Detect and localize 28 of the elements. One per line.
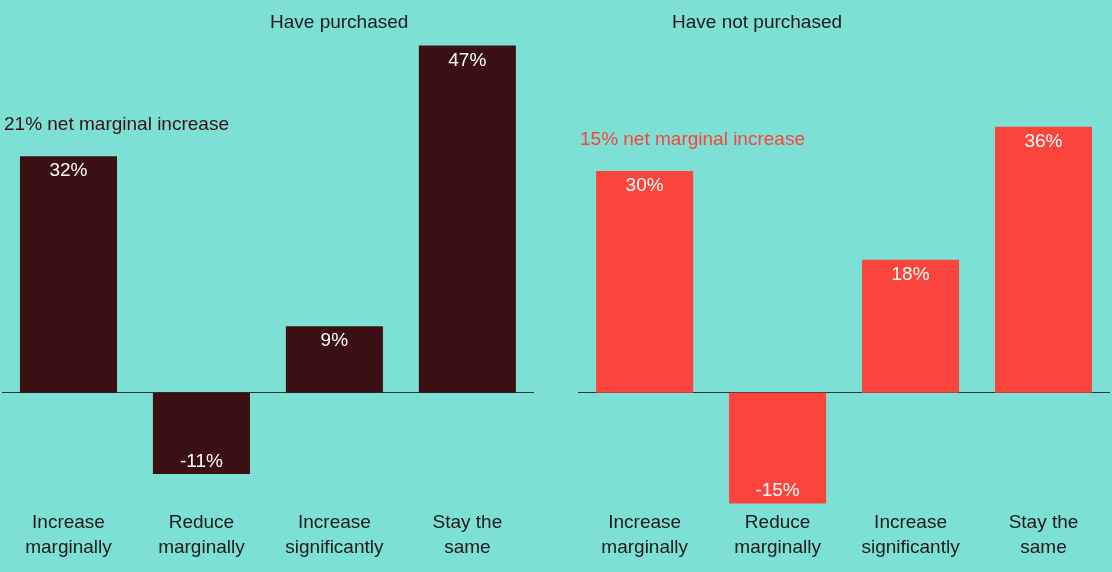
x-tick-label: Increase marginally [25,511,113,557]
x-tick-label: Increase significantly [285,511,384,557]
bar [152,392,250,474]
data-label: 30% [625,174,664,196]
x-tick-label: Reduce marginally [158,511,246,557]
chart-title: Have purchased [270,11,409,32]
bar [729,392,827,504]
data-label: -15% [755,479,800,501]
data-label: -11% [179,449,223,471]
bar [285,326,383,393]
bar [596,171,694,393]
data-label: 36% [1024,129,1063,151]
bar [19,156,118,393]
annotation: 15% net marginal increase [580,128,805,149]
x-tick-label: Stay the same [1008,511,1079,557]
x-tick-label: Reduce marginally [734,511,822,557]
x-tick-label: Increase significantly [861,511,961,557]
x-tick-label: Increase marginally [601,511,689,557]
chart-title: Have not purchased [672,11,843,32]
bar [862,259,960,393]
data-label: 9% [320,329,349,351]
data-label: 18% [891,262,930,284]
bar [418,45,516,393]
data-label: 32% [49,159,88,181]
x-tick-label: Stay the same [432,511,503,557]
data-label: 47% [448,48,487,70]
bar [994,126,1093,393]
annotation: 21% net marginal increase [4,113,229,134]
